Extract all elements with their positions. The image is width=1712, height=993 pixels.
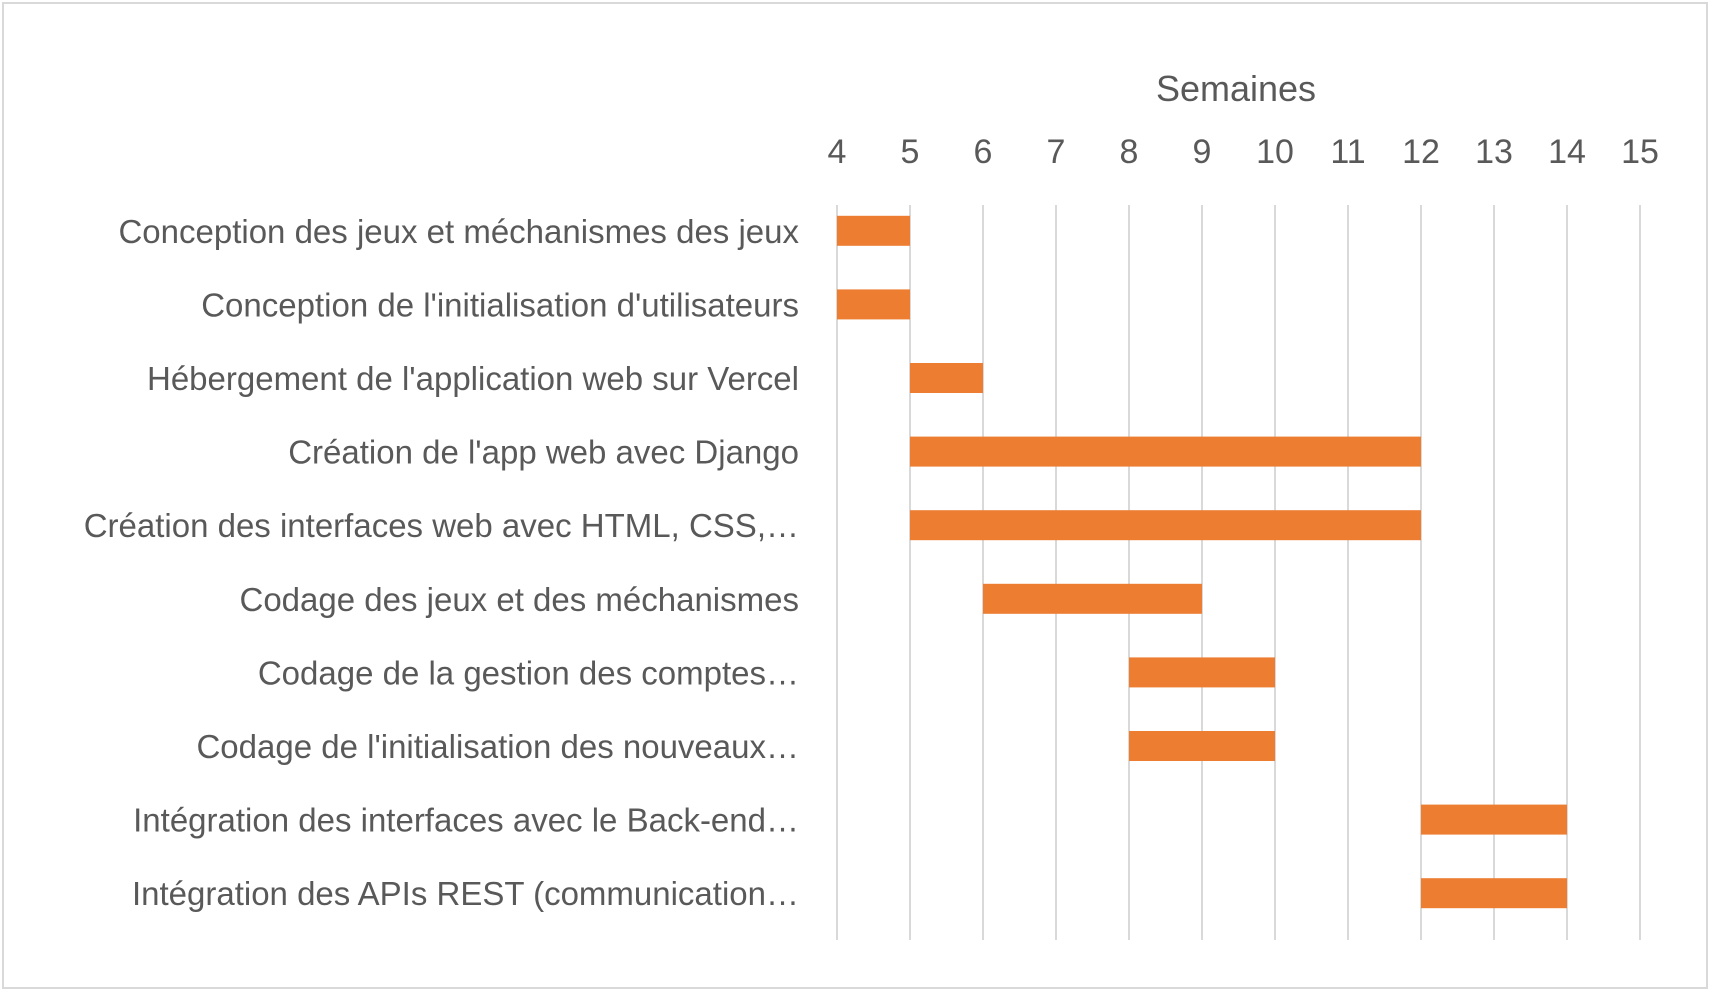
x-tick-label: 15 xyxy=(1621,133,1659,171)
x-tick-labels: 4 5 6 7 8 9 10 11 12 13 14 15 xyxy=(828,133,1659,171)
x-tick-label: 12 xyxy=(1402,133,1440,171)
task-label: Codage de la gestion des comptes… xyxy=(258,654,799,691)
x-axis-title: Semaines xyxy=(1156,68,1316,109)
task-bars xyxy=(837,215,1567,909)
x-tick-label: 5 xyxy=(901,133,920,171)
x-tick-label: 7 xyxy=(1047,133,1066,171)
task-labels: Conception des jeux et méchanismes des j… xyxy=(84,213,800,912)
x-tick-label: 6 xyxy=(974,133,993,171)
task-bar xyxy=(1421,878,1567,909)
task-bar xyxy=(983,583,1202,614)
task-bar xyxy=(910,510,1421,541)
task-bar xyxy=(1129,657,1275,688)
x-tick-label: 9 xyxy=(1193,133,1212,171)
task-label: Conception des jeux et méchanismes des j… xyxy=(118,213,799,250)
task-bar xyxy=(837,289,910,320)
task-bar xyxy=(910,363,983,393)
gridlines xyxy=(836,205,1641,940)
x-tick-label: 14 xyxy=(1548,133,1586,171)
task-label: Codage des jeux et des méchanismes xyxy=(240,581,800,618)
x-tick-label: 8 xyxy=(1120,133,1139,171)
task-label: Création des interfaces web avec HTML, C… xyxy=(84,507,799,544)
task-bar xyxy=(910,436,1421,467)
task-bar xyxy=(1421,804,1567,835)
x-tick-label: 4 xyxy=(828,133,847,171)
task-label: Intégration des APIs REST (communication… xyxy=(132,875,799,912)
task-label: Conception de l'initialisation d'utilisa… xyxy=(201,286,799,323)
x-tick-label: 10 xyxy=(1256,133,1294,171)
task-label: Hébergement de l'application web sur Ver… xyxy=(147,360,799,397)
task-bar xyxy=(837,215,910,246)
task-label: Codage de l'initialisation des nouveaux… xyxy=(196,728,799,765)
task-label: Intégration des interfaces avec le Back-… xyxy=(133,802,799,839)
x-tick-label: 13 xyxy=(1475,133,1513,171)
task-bar xyxy=(1129,731,1275,761)
task-label: Création de l'app web avec Django xyxy=(288,434,799,471)
x-tick-label: 11 xyxy=(1330,133,1365,171)
